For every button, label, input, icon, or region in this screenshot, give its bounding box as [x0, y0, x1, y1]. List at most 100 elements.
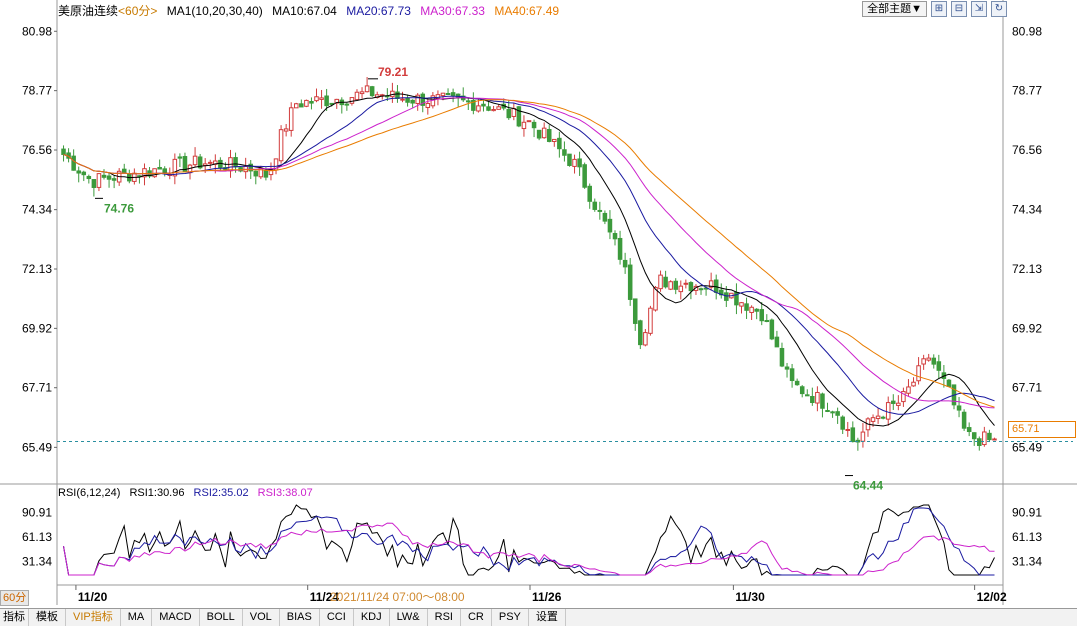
candle-body [648, 307, 653, 334]
refresh-icon[interactable]: ↻ [991, 1, 1007, 17]
y-tick-right: 76.56 [1012, 143, 1042, 157]
candle-body [799, 386, 805, 395]
candle-body [349, 97, 355, 104]
candle-body [830, 411, 835, 414]
candle-body [572, 158, 577, 167]
candle-body [81, 171, 87, 176]
tab-9[interactable]: KDJ [354, 609, 390, 626]
candle-body [516, 106, 522, 127]
tab-3[interactable]: MA [121, 609, 153, 626]
tab-6[interactable]: VOL [243, 609, 280, 626]
candle-body [425, 102, 431, 109]
y-tick-left: 72.13 [22, 262, 52, 276]
candle-body [597, 209, 603, 212]
ma-indicator-label[interactable]: MA1(10,20,30,40) [166, 4, 263, 18]
candle-body [466, 100, 471, 103]
candle-body [825, 409, 830, 412]
candle-body [921, 358, 926, 365]
tab-5[interactable]: BOLL [200, 609, 243, 626]
candle-body [663, 276, 668, 288]
candle-body [622, 259, 628, 268]
candle-body [769, 319, 775, 340]
tab-14[interactable]: 设置 [529, 609, 566, 626]
candle-body [445, 92, 451, 95]
y-tick-left: 78.77 [22, 84, 52, 98]
candle-body [607, 218, 613, 233]
candle-body [693, 285, 699, 291]
rsi-y-tick-left: 31.34 [22, 555, 52, 569]
candle-body [784, 366, 790, 370]
candle-body [309, 100, 314, 104]
rsi1-line [63, 504, 995, 576]
candle-body [931, 357, 937, 365]
candle-body [481, 103, 486, 107]
symbol-label: 美原油连续 [58, 4, 119, 18]
rsi-header: RSI(6,12,24) RSI1:30.96 RSI2:35.02 RSI3:… [58, 487, 319, 499]
candle-body [946, 379, 952, 387]
rsi-label[interactable]: RSI(6,12,24) [58, 487, 121, 499]
candle-body [708, 280, 714, 288]
candle-body [875, 415, 881, 420]
theme-dropdown[interactable]: 全部主题▼ [862, 1, 927, 17]
candle-body [233, 157, 238, 168]
ma20-value: MA20:67.73 [346, 4, 411, 18]
candle-body [587, 185, 592, 202]
tab-0[interactable]: 指标 [0, 609, 29, 626]
period-button[interactable]: 60分 [0, 590, 30, 606]
tab-11[interactable]: RSI [428, 609, 461, 626]
tab-13[interactable]: PSY [492, 609, 529, 626]
candle-body [759, 309, 765, 322]
candle-body [359, 91, 365, 95]
ma40-value: MA40:67.49 [494, 4, 560, 18]
y-tick-right: 78.77 [1012, 84, 1042, 98]
arrow-grid-icon[interactable]: ⇲ [971, 1, 987, 17]
candle-body [926, 357, 931, 361]
y-tick-left: 69.92 [22, 321, 52, 335]
tab-1[interactable]: 模板 [29, 609, 66, 626]
candle-body [577, 158, 582, 168]
candle-body [521, 121, 527, 130]
candle-body [71, 155, 76, 171]
y-tick-left: 74.34 [22, 203, 52, 217]
candle-body [531, 121, 537, 129]
candle-body [278, 129, 284, 162]
candle-body [764, 320, 770, 323]
tab-4[interactable]: MACD [152, 609, 200, 626]
candle-body [754, 308, 759, 312]
tab-2[interactable]: VIP指标 [66, 609, 121, 626]
plus-grid-icon[interactable]: ⊞ [931, 1, 947, 17]
ma30-line [63, 97, 995, 409]
ma30-value: MA30:67.33 [420, 4, 485, 18]
candle-body [815, 391, 820, 404]
candle-body [557, 137, 562, 150]
candle-body [678, 285, 684, 293]
candle-body [845, 428, 851, 431]
candle-body [293, 103, 299, 109]
candle-body [885, 402, 891, 420]
candle-body [299, 103, 304, 108]
x-tick-label: 12/02 [977, 590, 1007, 604]
candle-body [794, 380, 800, 386]
candle-body [415, 94, 420, 104]
candle-body [121, 168, 127, 173]
crosshair-time: 2021/11/24 07:00～08:00 [330, 590, 465, 604]
low-annotation-right: 64.44 [853, 479, 883, 493]
y-tick-right: 67.71 [1012, 381, 1042, 395]
candle-body [860, 431, 866, 442]
candle-body [268, 169, 274, 176]
tab-7[interactable]: BIAS [280, 609, 320, 626]
tab-8[interactable]: CCI [320, 609, 354, 626]
rsi3-line [63, 522, 995, 576]
minus-grid-icon[interactable]: ⊟ [951, 1, 967, 17]
candle-body [977, 438, 982, 447]
candle-body [724, 292, 729, 301]
tab-10[interactable]: LW& [390, 609, 428, 626]
candle-body [906, 386, 911, 394]
ma10-line [63, 93, 995, 427]
candle-body [177, 156, 183, 159]
candle-body [982, 431, 987, 446]
tab-12[interactable]: CR [461, 609, 492, 626]
candle-body [111, 178, 117, 181]
candle-body [324, 95, 329, 107]
candle-body [779, 347, 785, 367]
